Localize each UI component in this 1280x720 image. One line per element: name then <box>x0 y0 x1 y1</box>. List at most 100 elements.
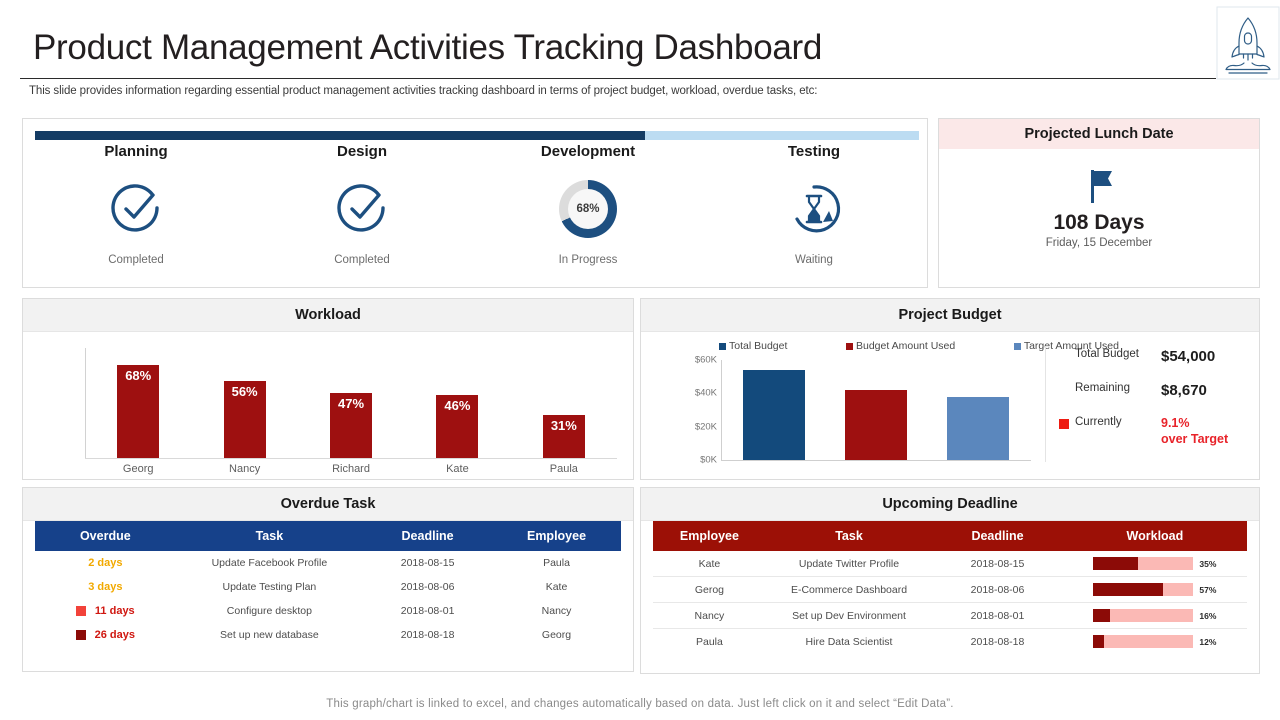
overdue-task-name: Configure desktop <box>226 605 312 617</box>
workload-category-label: Richard <box>332 463 370 475</box>
overdue-employee: Nancy <box>541 605 572 617</box>
workload-bar-series: 68% 56% 47% 46% 31% <box>85 348 617 458</box>
upcoming-employee: Kate <box>698 557 721 570</box>
budget-bar-column <box>723 360 825 460</box>
budget-bar <box>947 396 1009 460</box>
overdue-days-cell: 2 days <box>35 551 176 575</box>
legend-swatch-icon <box>719 342 726 350</box>
projected-launch-panel: Projected Lunch Date 108 Days Friday, 15… <box>938 118 1260 288</box>
budget-legend-label: Target Amount Used <box>1023 340 1119 352</box>
budget-y-tick-label: $60K <box>694 354 717 366</box>
overdue-days-cell: 3 days <box>35 575 176 599</box>
upcoming-column-header: Task <box>765 521 933 551</box>
gauge-value: 68% <box>568 189 608 229</box>
overdue-table-body: 2 days Update Facebook Profile 2018-08-15 P… <box>35 551 621 647</box>
launch-panel-title: Projected Lunch Date <box>1024 126 1174 142</box>
budget-stat-label: Remaining <box>1075 382 1130 394</box>
launch-panel-header: Projected Lunch Date <box>939 119 1259 149</box>
check-circle-icon <box>23 178 249 240</box>
page-subtitle: This slide provides information regardin… <box>29 85 818 97</box>
budget-bar-column <box>825 360 927 460</box>
upcoming-deadline-card: Upcoming Deadline Employee Task Deadline Wo… <box>640 487 1260 674</box>
stage-development[interactable]: Development 68% In Progress <box>475 143 701 266</box>
table-row[interactable]: 26 days Set up new database 2018-08-18 Geor… <box>35 623 621 647</box>
table-row[interactable]: Kate Update Twitter Profile 2018-08-15 35% <box>653 551 1247 577</box>
project-budget-card: Project Budget Total Budget Budget Amount… <box>640 298 1260 480</box>
launch-panel-body: 108 Days Friday, 15 December <box>939 149 1259 249</box>
budget-card-header: Project Budget <box>641 299 1259 332</box>
budget-stat-row: Currently 9.1% over Target <box>1059 416 1259 447</box>
overall-progress-fill <box>35 131 645 140</box>
budget-stat-label: Currently <box>1075 416 1122 428</box>
overdue-employee: Georg <box>541 629 572 641</box>
overall-progress-bar <box>35 131 919 140</box>
overdue-column-header: Overdue <box>35 521 176 551</box>
workload-percent-label: 35% <box>1199 558 1217 569</box>
workload-progress-fill <box>1093 635 1105 648</box>
workload-percent-label: 57% <box>1199 584 1217 595</box>
page-title: Product Management Activities Tracking D… <box>33 28 823 67</box>
table-row[interactable]: Paula Hire Data Scientist 2018-08-18 12% <box>653 629 1247 655</box>
budget-stat-value: $54,000 <box>1161 348 1216 365</box>
budget-card-title: Project Budget <box>898 307 1002 323</box>
upcoming-deadline: 2018-08-18 <box>970 635 1025 648</box>
overdue-deadline: 2018-08-15 <box>400 557 455 569</box>
workload-bar-column: 47% <box>298 348 404 458</box>
stage-testing[interactable]: Testing Waiting <box>701 143 927 266</box>
table-row[interactable]: 11 days Configure desktop 2018-08-01 Nancy <box>35 599 621 623</box>
workload-bar-value: 47% <box>338 396 365 412</box>
budget-y-tick-labels: $0K $20K $40K $60K <box>681 355 719 466</box>
launch-date: Friday, 15 December <box>1045 237 1153 249</box>
stage-name: Testing <box>787 143 841 160</box>
table-row[interactable]: 3 days Update Testing Plan 2018-08-06 Kate <box>35 575 621 599</box>
table-row[interactable]: Gerog E-Commerce Dashboard 2018-08-06 57% <box>653 577 1247 603</box>
table-row[interactable]: Nancy Set up Dev Environment 2018-08-01 16% <box>653 603 1247 629</box>
red-square-icon <box>1059 416 1075 429</box>
stage-planning[interactable]: Planning Completed <box>23 143 249 266</box>
overdue-card-header: Overdue Task <box>23 488 633 521</box>
budget-divider <box>1045 346 1046 462</box>
upcoming-table-wrap: Employee Task Deadline Workload Kate Update … <box>641 521 1259 654</box>
budget-stat-value: $8,670 <box>1161 382 1207 399</box>
budget-stat-label: Total Budget <box>1075 348 1139 360</box>
overdue-task-name: Update Testing Plan <box>222 581 317 593</box>
budget-plot: $0K $20K $40K $60K <box>681 355 1081 472</box>
stat-marker-empty <box>1059 348 1075 351</box>
flag-icon <box>939 163 1259 207</box>
budget-legend-label: Budget Amount Used <box>856 340 956 352</box>
upcoming-deadline: 2018-08-15 <box>970 557 1025 570</box>
upcoming-task-name: Hire Data Scientist <box>805 635 893 648</box>
overdue-days-value: 26 days <box>94 629 135 641</box>
overdue-deadline: 2018-08-01 <box>400 605 455 617</box>
budget-y-tick-label: $40K <box>694 387 717 399</box>
rocket-icon <box>1216 6 1280 80</box>
upcoming-workload-cell: 12% <box>1063 629 1247 655</box>
budget-bar <box>743 370 805 460</box>
alert-square-icon <box>75 606 86 617</box>
header: Product Management Activities Tracking D… <box>0 0 1280 97</box>
workload-progress-fill <box>1093 557 1139 570</box>
upcoming-workload-cell: 35% <box>1063 551 1247 577</box>
workload-progress-track <box>1093 557 1194 570</box>
donut-progress-icon: 68% <box>475 178 701 240</box>
workload-bar: 47% <box>330 393 373 458</box>
budget-stat-row: Total Budget $54,000 <box>1059 348 1259 365</box>
budget-y-tick-label: $0K <box>700 454 717 466</box>
upcoming-workload-cell: 57% <box>1063 577 1247 603</box>
workload-bar: 46% <box>436 394 479 458</box>
overdue-days-value: 2 days <box>88 557 123 569</box>
upcoming-employee: Paula <box>696 635 723 648</box>
legend-swatch-icon <box>846 342 853 350</box>
budget-y-tick-label: $20K <box>694 421 717 433</box>
workload-chart-card: Workload 68% 56% 47% 46% 31% Georg Nancy Richa… <box>22 298 634 480</box>
budget-y-axis <box>721 360 722 460</box>
overdue-employee: Kate <box>545 581 568 593</box>
budget-legend-item: Budget Amount Used <box>846 340 955 352</box>
stage-design[interactable]: Design Completed <box>249 143 475 266</box>
overdue-task-name: Update Facebook Profile <box>211 557 328 569</box>
table-row[interactable]: 2 days Update Facebook Profile 2018-08-15 P… <box>35 551 621 575</box>
workload-plot: 68% 56% 47% 46% 31% Georg Nancy Richard Kate Pau… <box>23 332 633 480</box>
workload-y-axis <box>85 348 86 458</box>
budget-bar-column <box>927 360 1029 460</box>
workload-bar-column: 56% <box>191 348 297 458</box>
